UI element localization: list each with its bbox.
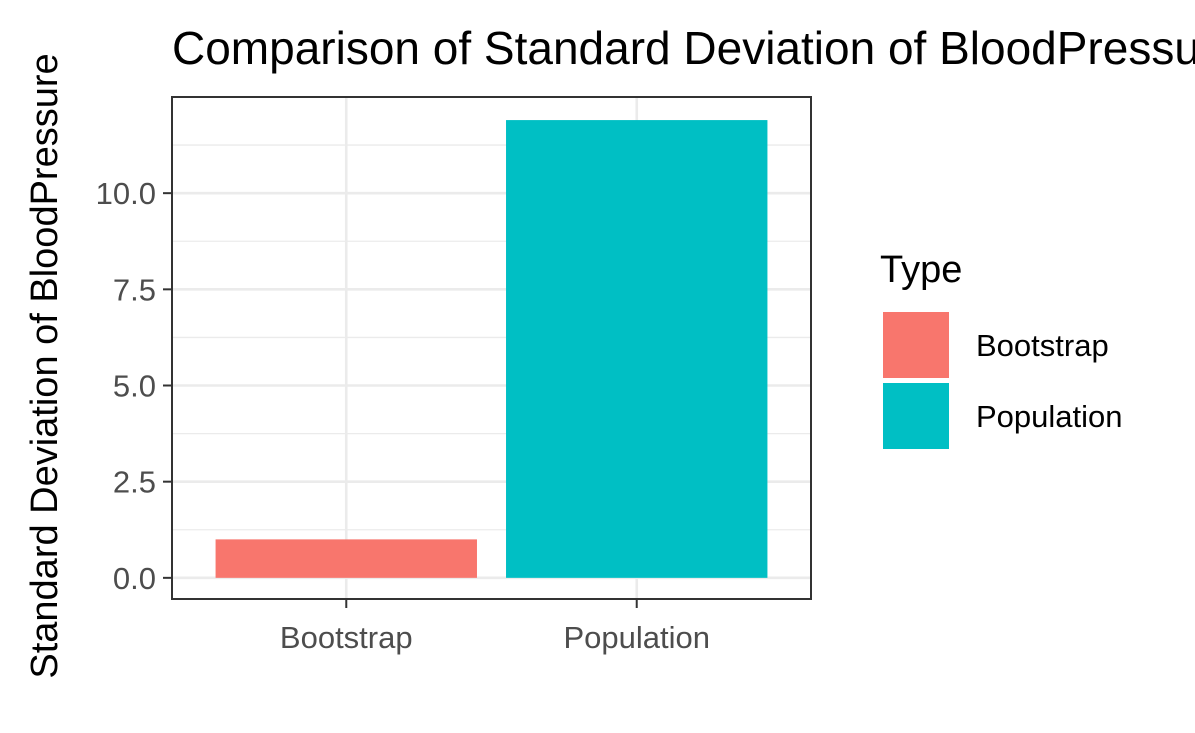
legend: Type Bootstrap Population — [880, 249, 1123, 449]
y-tick-label: 2.5 — [113, 465, 156, 500]
legend-key-bootstrap — [883, 312, 949, 378]
legend-key-population — [883, 383, 949, 449]
legend-label: Population — [976, 399, 1123, 434]
legend-label: Bootstrap — [976, 328, 1109, 363]
y-tick-label: 5.0 — [113, 369, 156, 404]
x-tick-label: Bootstrap — [280, 620, 413, 655]
y-tick-label: 0.0 — [113, 561, 156, 596]
x-axis: Bootstrap Population — [280, 599, 710, 655]
y-axis: 0.0 2.5 5.0 7.5 10.0 — [96, 176, 172, 596]
legend-entries: Bootstrap Population — [883, 312, 1123, 449]
panel-border — [171, 96, 812, 600]
bar-population — [506, 120, 768, 578]
y-tick-label: 7.5 — [113, 272, 156, 307]
x-tick-label: Population — [563, 620, 710, 655]
chart-title: Comparison of Standard Deviation of Bloo… — [172, 22, 1195, 74]
y-tick-label: 10.0 — [96, 176, 156, 211]
legend-title: Type — [880, 249, 962, 291]
bar-bootstrap — [215, 539, 477, 578]
bars — [215, 120, 768, 578]
y-axis-title: Standard Deviation of BloodPressure — [24, 53, 66, 678]
plot-area — [171, 96, 812, 600]
